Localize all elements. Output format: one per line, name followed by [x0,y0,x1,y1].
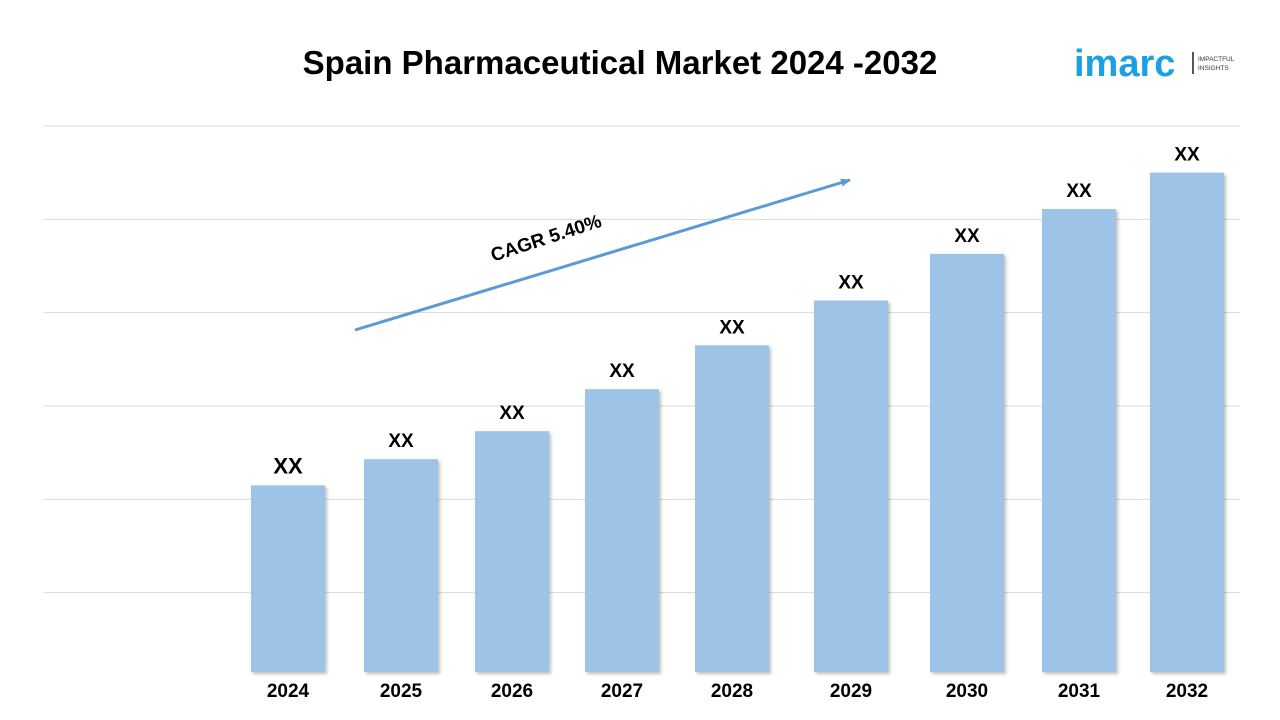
x-tick-2028: 2028 [711,681,753,702]
bars [251,172,1224,673]
bar-2025 [364,459,438,672]
x-tick-2031: 2031 [1058,681,1101,702]
x-tick-2029: 2029 [830,681,872,702]
bar-2024 [251,485,325,672]
logo-wordmark: imarc [1074,43,1175,85]
bar-data-labels: XX XX XX XX XX XX XX XX XX [273,145,1200,479]
data-label-2032: XX [1174,145,1200,166]
bar-2032 [1150,172,1224,672]
cagr-arrow [354,178,851,332]
data-label-2025: XX [388,431,414,452]
logo-divider [1192,52,1194,74]
bar-2029 [814,300,888,672]
chart-title: Spain Pharmaceutical Market 2024 -2032 [302,44,938,81]
x-tick-2032: 2032 [1166,681,1208,702]
imarc-logo: imarc IMPACTFUL INSIGHTS [1074,34,1254,86]
data-label-2026: XX [499,403,525,424]
logo-tagline-2: INSIGHTS [1198,65,1229,72]
bar-2026 [475,431,549,672]
x-tick-2025: 2025 [380,681,423,702]
bar-2031 [1042,209,1116,673]
bar-2030 [930,253,1004,672]
data-label-2030: XX [954,226,980,247]
data-label-2028: XX [719,317,745,338]
x-axis-tick-labels: 2024 2025 2026 2027 2028 2029 2030 2031 2032 [267,681,1208,702]
bar-2027 [585,389,659,672]
x-tick-2024: 2024 [267,681,310,702]
x-tick-2026: 2026 [491,681,533,702]
logo-tagline-1: IMPACTFUL [1198,56,1235,63]
cagr-annotation: CAGR 5.40% [354,178,851,332]
bar-2028 [695,345,769,672]
data-label-2024: XX [273,453,303,478]
x-tick-2027: 2027 [601,681,643,702]
data-label-2031: XX [1066,181,1092,202]
data-label-2029: XX [838,273,864,294]
data-label-2027: XX [609,361,635,382]
x-tick-2030: 2030 [946,681,988,702]
imarc-logo-mark: imarc IMPACTFUL INSIGHTS [1074,43,1235,85]
